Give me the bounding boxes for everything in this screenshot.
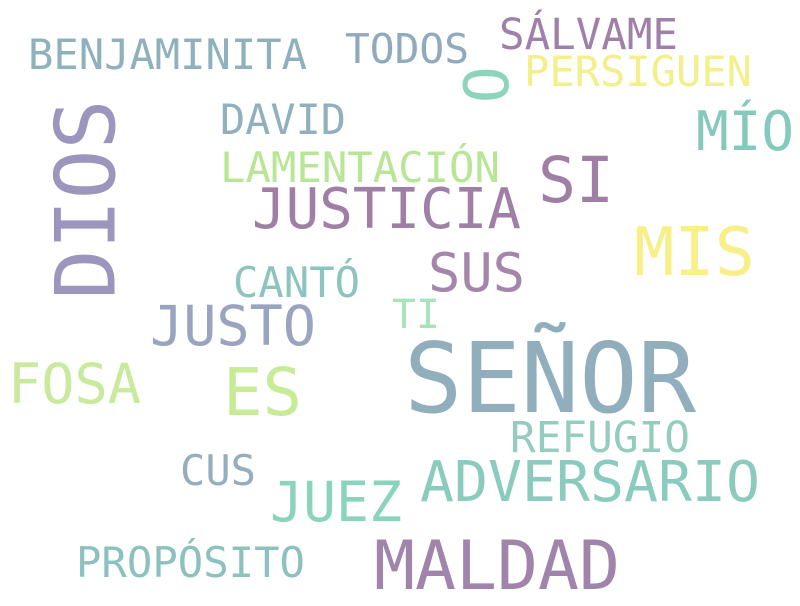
word-fosa: FOSA — [8, 353, 141, 418]
word-salvame: SÁLVAME — [499, 11, 678, 61]
word-justo: JUSTO — [150, 295, 316, 360]
word-proposito: PROPÓSITO — [75, 537, 305, 587]
word-refugio: REFUGIO — [510, 413, 690, 464]
word-canto: CANTÓ — [233, 257, 360, 307]
word-sus: SUS — [428, 241, 525, 305]
word-david: DAVID — [220, 95, 346, 145]
word-adversario: ADVERSARIO — [420, 450, 760, 516]
word-ti: TI — [392, 291, 440, 338]
word-maldad: MALDAD — [374, 526, 620, 606]
word-todos: TODOS — [345, 24, 469, 73]
word-juez: JUEZ — [270, 470, 402, 535]
word-mio: MÍO — [696, 100, 794, 164]
word-dios: DIOS — [36, 100, 134, 300]
word-cus: CUS — [180, 445, 256, 495]
word-si: SI — [538, 142, 614, 217]
word-benjaminita: BENJAMINITA — [28, 29, 307, 79]
word-es: ES — [222, 355, 302, 432]
word-senor: SEÑOR — [404, 322, 696, 436]
word-justicia: JUSTICIA — [252, 177, 521, 243]
word-persiguen: PERSIGUEN — [524, 46, 752, 96]
word-lamentacion: LAMENTACIÓN — [220, 143, 500, 193]
word-o: O — [451, 65, 523, 103]
word-mis: MIS — [633, 213, 755, 291]
